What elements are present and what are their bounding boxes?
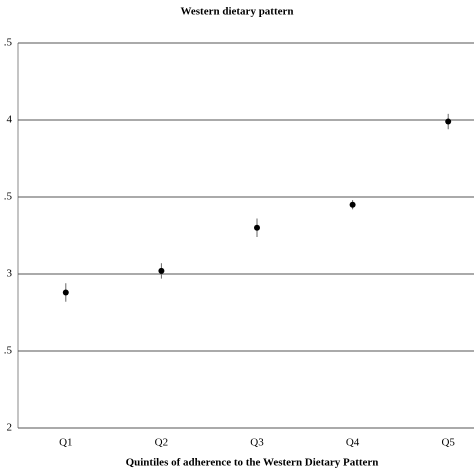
x-axis-label: Quintiles of adherence to the Western Di… <box>126 457 379 469</box>
x-tick-label: Q5 <box>441 437 455 449</box>
x-tick-label: Q4 <box>346 437 360 449</box>
x-tick-label: Q2 <box>155 437 168 449</box>
y-tick-label: 2 <box>7 422 13 434</box>
x-tick-label: Q1 <box>59 437 72 449</box>
point <box>254 224 260 231</box>
y-tick-label: .5 <box>4 345 13 357</box>
chart-title: Western dietary pattern <box>180 6 293 18</box>
y-tick-label: 3 <box>7 268 13 280</box>
point <box>445 118 452 125</box>
point <box>349 201 356 208</box>
x-tick-label: Q3 <box>250 437 264 449</box>
y-tick-label: .5 <box>4 37 13 49</box>
point <box>158 267 165 274</box>
point <box>62 289 69 296</box>
y-tick-label: .5 <box>4 191 13 203</box>
y-tick-label: 4 <box>7 114 13 126</box>
